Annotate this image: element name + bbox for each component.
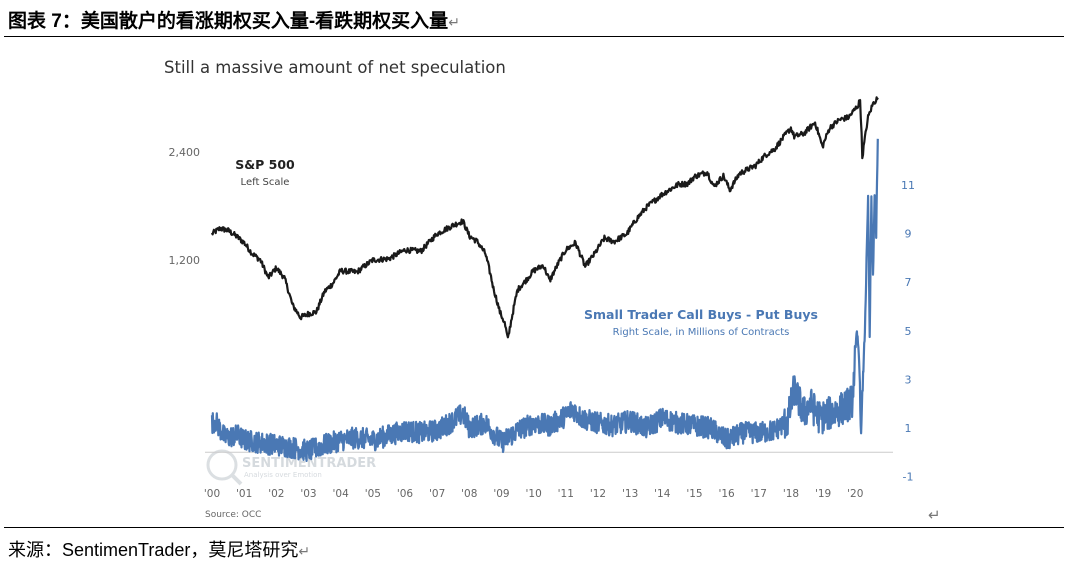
source-caption-text: 来源：SentimenTrader，莫尼塔研究 — [8, 540, 299, 560]
watermark-name: SENTIMENTRADER — [242, 456, 376, 471]
sentimentrader-watermark: SENTIMENTRADER Analysis over Emotion — [206, 449, 376, 486]
small-trader-series-line — [210, 138, 879, 462]
source-caption: 来源：SentimenTrader，莫尼塔研究↵ — [8, 536, 310, 562]
right-axis-tick-label: 9 — [905, 228, 912, 241]
x-axis-tick-label: '00 — [204, 488, 220, 500]
return-mark: ↵ — [448, 14, 460, 30]
x-axis-tick-label: '15 — [686, 488, 702, 500]
return-mark-source: ↵ — [298, 543, 311, 559]
small-trader-sublabel: Right Scale, in Millions of Contracts — [613, 327, 790, 338]
figure-caption-text: 图表 7：美国散户的看涨期权买入量-看跌期权买入量 — [8, 11, 449, 32]
left-axis-tick-label: 1,200 — [169, 254, 201, 267]
right-axis-tick-label: 11 — [901, 179, 915, 192]
right-axis-tick-label: 5 — [905, 325, 912, 338]
caption-divider-bottom — [4, 527, 1064, 528]
right-axis-tick-label: 1 — [905, 422, 912, 435]
watermark-tagline: Analysis over Emotion — [244, 471, 322, 479]
small-trader-label: Small Trader Call Buys - Put Buys — [584, 307, 818, 322]
sp500-sublabel: Left Scale — [241, 177, 290, 188]
x-axis-tick-label: '17 — [751, 488, 767, 500]
x-axis-tick-label: '01 — [236, 488, 252, 500]
watermark-logo-handle — [230, 473, 243, 486]
x-axis-tick-label: '16 — [718, 488, 735, 500]
right-axis-tick-label: 7 — [905, 276, 912, 289]
x-axis-tick-label: '20 — [847, 488, 863, 500]
right-axis-tick-label: 3 — [905, 373, 912, 386]
watermark-logo-icon — [206, 449, 238, 481]
figure-caption: 图表 7：美国散户的看涨期权买入量-看跌期权买入量↵ — [8, 6, 460, 33]
x-axis-tick-label: '09 — [493, 488, 509, 500]
x-axis-tick-label: '02 — [268, 488, 284, 500]
x-axis-tick-label: '11 — [558, 488, 574, 500]
sp500-label: S&P 500 — [235, 157, 295, 172]
return-mark-chart: ↵ — [928, 507, 941, 524]
x-axis-tick-label: '19 — [815, 488, 831, 500]
x-axis-ticks: '00 '01 '02 '03 '04 '05 '06 '07 '08 '09 '10 '11 '12 '… — [204, 488, 864, 500]
x-axis-tick-label: '05 — [365, 488, 381, 500]
left-axis-tick-label: 2,400 — [169, 146, 201, 159]
right-axis-ticks: -1 1 3 5 7 9 11 — [901, 179, 915, 484]
x-axis-tick-label: '10 — [526, 488, 542, 500]
x-axis-tick-label: '14 — [654, 488, 671, 500]
x-axis-tick-label: '08 — [461, 488, 477, 500]
x-axis-tick-label: '03 — [300, 488, 316, 500]
chart-title: Still a massive amount of net speculatio… — [164, 58, 506, 77]
x-axis-tick-label: '06 — [397, 488, 414, 500]
right-axis-tick-label: -1 — [903, 471, 914, 484]
x-axis-tick-label: '12 — [590, 488, 606, 500]
x-axis-tick-label: '13 — [622, 488, 638, 500]
x-axis-tick-label: '07 — [429, 488, 445, 500]
sp500-series-line — [210, 96, 879, 339]
x-axis-tick-label: '18 — [783, 488, 799, 500]
x-axis-tick-label: '04 — [333, 488, 350, 500]
caption-divider-top — [4, 36, 1064, 37]
left-axis-ticks: 1,200 2,400 — [169, 146, 201, 267]
source-label: Source: OCC — [205, 510, 261, 520]
